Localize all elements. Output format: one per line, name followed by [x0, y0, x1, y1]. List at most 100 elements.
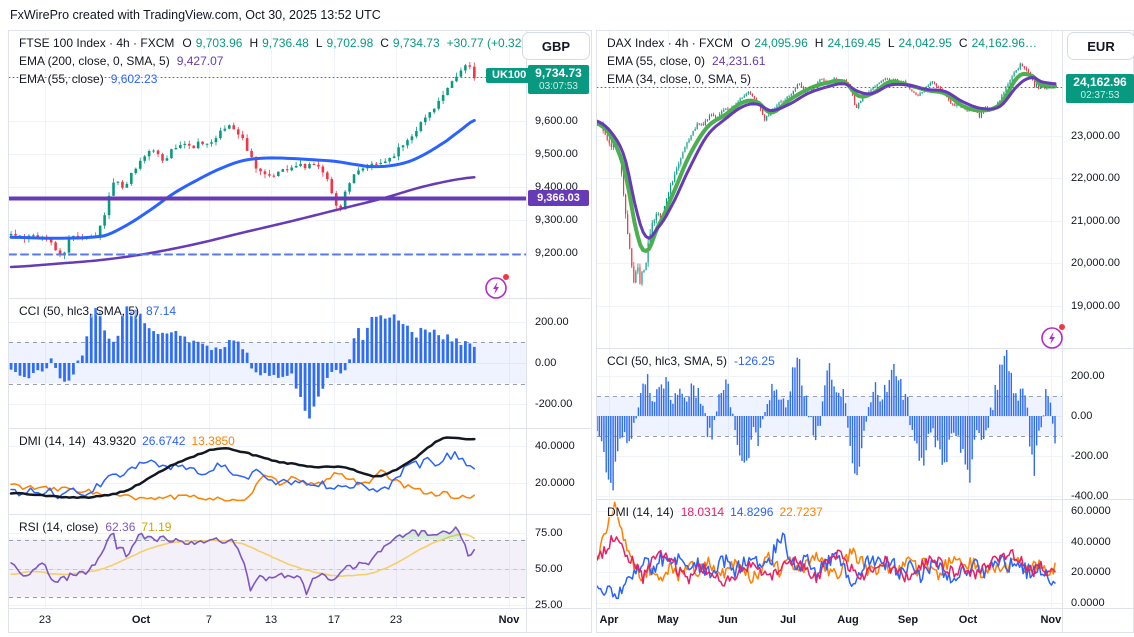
- time-axis[interactable]: 23 Oct 7 13 17 23 Nov: [9, 608, 591, 632]
- legend-text: RSI (14, close): [19, 520, 99, 534]
- y-axis-tick: 20.0000: [535, 476, 575, 489]
- flash-order-icon[interactable]: [1040, 324, 1065, 350]
- legend-text: C: [958, 36, 968, 50]
- legend-text: O: [182, 36, 192, 50]
- legend-text: 13.3850: [191, 434, 235, 448]
- y-axis-tick: 0.00: [1071, 410, 1093, 422]
- ema34-legend-row[interactable]: EMA (34, close, 0, SMA, 5): [607, 71, 758, 88]
- x-axis-label: 23: [389, 614, 403, 626]
- y-axis-tick: 20,000.00: [1071, 257, 1120, 270]
- y-axis-tick: 40.0000: [535, 440, 575, 453]
- y-axis-tick: 21,000.00: [1071, 214, 1120, 227]
- legend-text: O: [741, 36, 751, 50]
- ema55-legend-row[interactable]: EMA (55, close) 9,602.23: [19, 71, 163, 88]
- legend-text: C: [380, 36, 389, 50]
- pane-separator[interactable]: [9, 428, 591, 429]
- legend-text: 9,427.07: [176, 54, 224, 68]
- y-axis-tick: -400.00: [1071, 490, 1109, 502]
- y-axis-tick: 50.00: [535, 562, 563, 575]
- y-axis-tick: 25.00: [535, 598, 563, 611]
- legend-text: 22.7237: [779, 505, 823, 519]
- notification-dot: [1059, 324, 1065, 330]
- ftse-chart-canvas[interactable]: [9, 31, 593, 634]
- y-axis-tick: 9,200.00: [535, 247, 578, 260]
- symbol-badge-uk100: UK100: [486, 68, 533, 83]
- dmi-legend-row[interactable]: DMI (14, 14) 43.9320 26.6742 13.3850: [19, 433, 241, 450]
- legend-text: 87.14: [146, 304, 177, 318]
- x-axis-label: Sep: [897, 614, 919, 626]
- x-axis-label: 17: [327, 614, 341, 626]
- bar-countdown: 02:37:53: [1080, 90, 1120, 101]
- legend-text: EMA (55, close, 0): [607, 54, 706, 68]
- legend-text: EMA (200, close, 0, SMA, 5): [19, 54, 170, 68]
- symbol-legend-row[interactable]: FTSE 100 Index · 4h · FXCM O 9,703.96 H 9,73…: [19, 35, 540, 52]
- legend-text: -126.25: [734, 354, 775, 368]
- legend-text: 43.9320: [92, 434, 137, 448]
- legend-text: 18.0314: [680, 505, 725, 519]
- y-axis-tick: 75.00: [535, 526, 563, 539]
- legend-text: 24,095.96: [754, 36, 808, 50]
- last-price-value: 9,734.73: [535, 66, 582, 80]
- x-axis-label: Jun: [718, 614, 738, 626]
- level-price-badge: 9,366.03: [528, 190, 589, 206]
- ftse-chart-panel: FTSE 100 Index · 4h · FXCM O 9,703.96 H 9,73…: [8, 30, 593, 634]
- legend-text: EMA (34, close, 0, SMA, 5): [607, 72, 752, 86]
- y-axis-tick: 60.0000: [1071, 505, 1111, 518]
- xaxis-separator: [597, 608, 1133, 609]
- y-axis-tick: 200.00: [1071, 370, 1105, 382]
- y-axis-tick: 200.00: [535, 315, 569, 328]
- time-axis[interactable]: Apr May Jun Jul Aug Sep Oct Nov: [597, 608, 1133, 632]
- dax-chart-panel: DAX Index · 4h · FXCM O 24,095.96 H 24,169.4…: [596, 30, 1134, 634]
- x-axis-label: Apr: [599, 614, 619, 626]
- legend-text: 62.36: [105, 520, 136, 534]
- symbol-legend-row[interactable]: DAX Index · 4h · FXCM O 24,095.96 H 24,169.4…: [607, 35, 1041, 52]
- legend-text: 26.6742: [142, 434, 186, 448]
- x-axis-label: 23: [38, 614, 52, 626]
- y-axis-tick: 20.0000: [1071, 566, 1111, 579]
- legend-text: L: [315, 36, 323, 50]
- currency-button-eur[interactable]: EUR: [1067, 32, 1134, 60]
- legend-text: DMI (14, 14): [19, 434, 86, 448]
- legend-text: 9,602.23: [110, 72, 158, 86]
- x-axis-label: Nov: [498, 614, 520, 626]
- x-axis-label: Oct: [131, 614, 151, 626]
- rsi-legend-row[interactable]: RSI (14, close) 62.36 71.19: [19, 519, 177, 536]
- legend-text: EMA (55, close): [19, 72, 104, 86]
- last-price-badge: 24,162.96 02:37:53: [1066, 74, 1134, 103]
- legend-text: 24,231.61: [712, 54, 766, 68]
- legend-text: L: [887, 36, 895, 50]
- ema55-legend-row[interactable]: EMA (55, close, 0) 24,231.61: [607, 53, 771, 70]
- cci-legend-row[interactable]: CCI (50, hlc3, SMA, 5) 87.14: [19, 303, 182, 320]
- last-price-value: 24,162.96: [1073, 75, 1127, 89]
- x-axis-label: Nov: [1040, 614, 1062, 626]
- y-axis-tick: 23,000.00: [1071, 129, 1120, 142]
- pane-separator[interactable]: [9, 298, 591, 299]
- currency-button-gbp[interactable]: GBP: [522, 32, 590, 60]
- y-axis-tick: -200.00: [535, 398, 573, 411]
- legend-text: 14.8296: [730, 505, 774, 519]
- x-axis-label: May: [657, 614, 679, 626]
- cci-legend-row[interactable]: CCI (50, hlc3, SMA, 5) -126.25: [607, 353, 781, 370]
- flash-order-icon[interactable]: [484, 274, 509, 300]
- pane-separator[interactable]: [597, 499, 1133, 500]
- y-axis-tick: 9,500.00: [535, 148, 578, 161]
- ema200-legend-row[interactable]: EMA (200, close, 0, SMA, 5) 9,427.07: [19, 53, 229, 70]
- legend-text: 9,736.48: [262, 36, 309, 50]
- x-axis-label: Jul: [780, 614, 796, 626]
- x-axis-label: 7: [205, 614, 213, 626]
- y-axis-tick: 19,000.00: [1071, 299, 1120, 312]
- legend-text: 24,169.45: [827, 36, 881, 50]
- dmi-legend-row[interactable]: DMI (14, 14) 18.0314 14.8296 22.7237: [607, 504, 829, 521]
- y-axis-tick: -200.00: [1071, 450, 1109, 462]
- bar-countdown: 03:07:53: [539, 81, 578, 92]
- legend-text: DAX Index · 4h · FXCM: [607, 36, 734, 50]
- watermark-text: FxWirePro created with TradingView.com, …: [10, 8, 381, 22]
- legend-text: 9,703.96: [195, 36, 243, 50]
- legend-text: H: [814, 36, 824, 50]
- y-axis-tick: 0.00: [535, 356, 557, 369]
- pane-separator[interactable]: [597, 348, 1133, 349]
- level-price-value: 9,366.03: [537, 192, 580, 204]
- x-axis-label: Aug: [837, 614, 859, 626]
- pane-separator[interactable]: [9, 514, 591, 515]
- legend-text: 24,162.96…: [971, 36, 1037, 50]
